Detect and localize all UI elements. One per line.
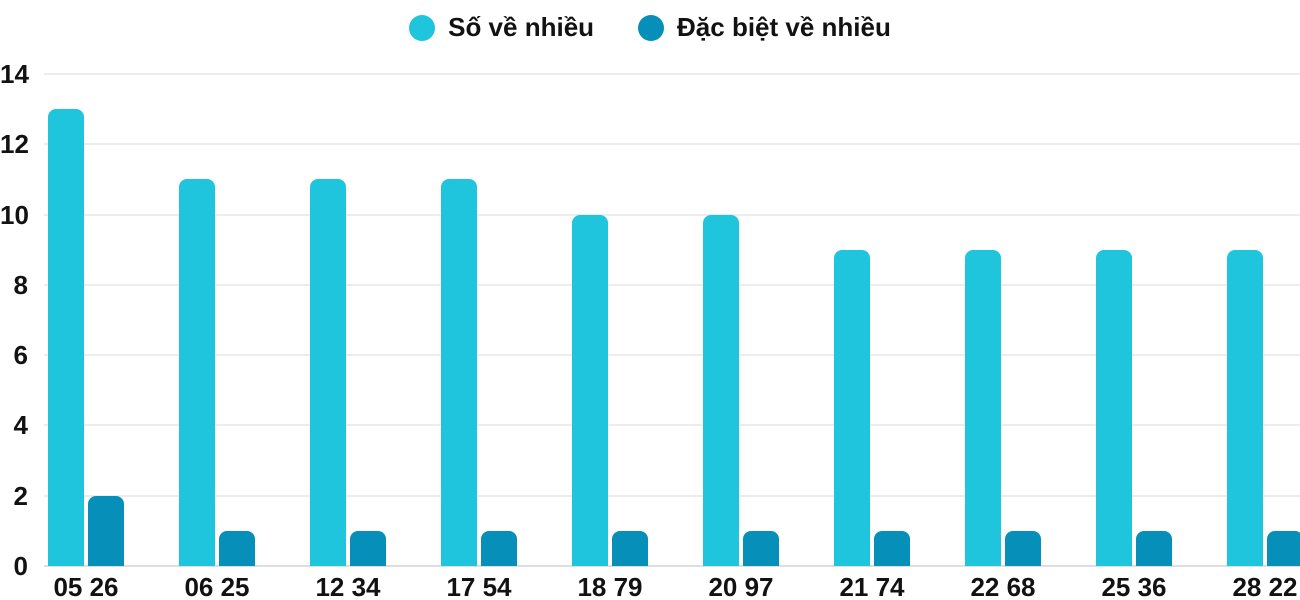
bar-series1-21-74: [874, 531, 910, 566]
legend-label: Đặc biệt về nhiều: [677, 12, 891, 42]
bar-series1-28-22: [1267, 531, 1300, 566]
bar-series0-21-74: [834, 250, 870, 566]
y-axis-tick-label: 12: [0, 129, 29, 159]
y-axis-tick-label: 6: [13, 340, 28, 370]
bar-series1-22-68: [1005, 531, 1041, 566]
bar-series0-28-22: [1227, 250, 1263, 566]
y-axis-tick-label: 4: [13, 410, 28, 440]
bar-series1-06-25: [219, 531, 255, 566]
x-axis-label: 21 74: [839, 572, 905, 600]
bar-series0-20-97: [703, 215, 739, 566]
gridline-y-14: [44, 73, 1300, 75]
legend-swatch-icon: [638, 14, 665, 41]
bar-series1-20-97: [743, 531, 779, 566]
gridline-y-12: [44, 143, 1300, 145]
bar-series0-06-25: [179, 179, 215, 566]
chart-legend: Số về nhiều Đặc biệt về nhiều: [0, 12, 1300, 43]
bar-series0-25-36: [1096, 250, 1132, 566]
gridline-y-10: [44, 214, 1300, 216]
y-axis-tick-label: 2: [13, 481, 28, 511]
x-axis-label: 22 68: [970, 572, 1036, 600]
gridline-y-6: [44, 354, 1300, 356]
x-axis-label: 06 25: [184, 572, 250, 600]
y-axis-tick-label: 14: [0, 59, 29, 89]
y-axis-tick-label: 10: [0, 200, 29, 230]
bar-series1-25-36: [1136, 531, 1172, 566]
gridline-y-2: [44, 495, 1300, 497]
x-axis-label: 17 54: [446, 572, 512, 600]
bar-series1-18-79: [612, 531, 648, 566]
legend-item-dac-biet-ve-nhieu[interactable]: Đặc biệt về nhiều: [638, 12, 891, 43]
bar-series0-05-26: [48, 109, 84, 566]
bar-series1-17-54: [481, 531, 517, 566]
x-axis-label: 18 79: [577, 572, 643, 600]
bar-series0-12-34: [310, 179, 346, 566]
x-axis-label: 12 34: [315, 572, 381, 600]
bar-series0-22-68: [965, 250, 1001, 566]
legend-label: Số về nhiều: [448, 12, 595, 42]
gridline-y-8: [44, 284, 1300, 286]
bar-series0-17-54: [441, 179, 477, 566]
bar-series1-12-34: [350, 531, 386, 566]
gridline-y-0: [44, 565, 1300, 567]
x-axis-label: 05 26: [53, 572, 119, 600]
x-axis-label: 25 36: [1101, 572, 1167, 600]
y-axis-tick-label: 0: [13, 551, 28, 581]
x-axis-label: 20 97: [708, 572, 774, 600]
x-axis-label: 28 22: [1232, 572, 1298, 600]
gridline-y-4: [44, 424, 1300, 426]
legend-item-so-ve-nhieu[interactable]: Số về nhiều: [409, 12, 594, 43]
y-axis-tick-label: 8: [13, 270, 28, 300]
bar-series0-18-79: [572, 215, 608, 566]
legend-swatch-icon: [409, 14, 436, 41]
bar-series1-05-26: [88, 496, 124, 566]
